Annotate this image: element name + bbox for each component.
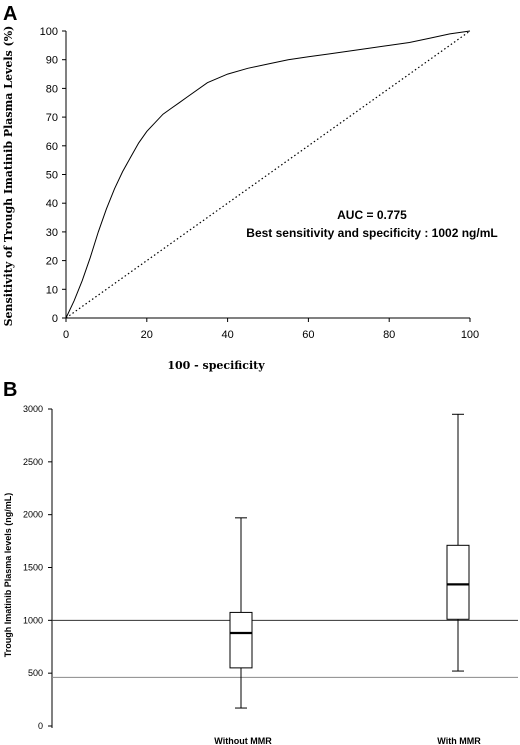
box-with-mmr xyxy=(446,413,470,672)
roc-y-tick-label: 20 xyxy=(46,256,58,268)
reference-diagonal-line xyxy=(65,30,471,319)
boxplot-ticks: 0 500 1000 1500 2000 2500 3000 xyxy=(23,404,52,731)
boxplot-y-tick-label: 1000 xyxy=(23,615,43,625)
roc-curve-line xyxy=(65,30,471,319)
roc-series xyxy=(65,30,471,319)
boxplot-y-tick-label: 3000 xyxy=(23,404,43,414)
boxplot-y-tick-label: 0 xyxy=(38,721,43,731)
roc-y-tick-label: 80 xyxy=(46,83,58,95)
boxplot-chart: B 0 500 1000 1500 2000 2500 3000 Trough Imatin… xyxy=(3,379,518,745)
roc-x-tick-label: 0 xyxy=(63,329,69,341)
roc-ticks: 0 10 20 30 40 50 60 70 80 90 100 0 20 40 60 80 100 xyxy=(40,26,480,341)
roc-y-tick-label: 50 xyxy=(46,170,58,182)
roc-x-tick-label: 80 xyxy=(383,329,395,341)
roc-y-tick-label: 60 xyxy=(46,141,58,153)
boxplot-y-tick-label: 500 xyxy=(28,668,43,678)
roc-x-tick-label: 40 xyxy=(221,329,233,341)
roc-y-tick-label: 40 xyxy=(46,198,58,210)
box-without-mmr xyxy=(229,517,253,709)
boxplot-y-tick-label: 2500 xyxy=(23,457,43,467)
roc-y-tick-label: 90 xyxy=(46,55,58,67)
auc-annotation: AUC = 0.775 xyxy=(337,208,407,222)
category-label-with-mmr: With MMR xyxy=(437,736,481,745)
roc-x-axis-title: 100 - specificity xyxy=(167,359,265,372)
boxplot-reference-lines xyxy=(52,619,518,678)
boxplot-boxes xyxy=(229,413,470,709)
panel-label-a: A xyxy=(3,3,17,25)
best-cutoff-annotation: Best sensitivity and specificity : 1002 … xyxy=(246,226,497,240)
roc-chart: A 0 10 20 30 40 50 60 70 80 90 100 0 20 40 60 80 100 Sen… xyxy=(2,3,498,372)
roc-y-axis-title: Sensitivity of Trough Imatinib Plasma Le… xyxy=(2,26,15,327)
interquartile-box xyxy=(229,611,253,669)
roc-y-tick-label: 10 xyxy=(46,284,58,296)
roc-x-tick-label: 100 xyxy=(461,329,479,341)
roc-y-tick-label: 70 xyxy=(46,112,58,124)
roc-y-tick-label: 30 xyxy=(46,227,58,239)
roc-y-tick-label: 100 xyxy=(40,26,58,38)
category-label-without-mmr: Without MMR xyxy=(214,736,272,745)
boxplot-y-tick-label: 1500 xyxy=(23,563,43,573)
interquartile-box xyxy=(446,544,470,620)
roc-y-tick-label: 0 xyxy=(52,313,58,325)
boxplot-y-axis-title: Trough Imatinib Plasma levels (ng/mL) xyxy=(3,493,13,658)
roc-x-tick-label: 60 xyxy=(302,329,314,341)
panel-label-b: B xyxy=(3,379,17,401)
boxplot-y-tick-label: 2000 xyxy=(23,510,43,520)
roc-x-tick-label: 20 xyxy=(141,329,153,341)
